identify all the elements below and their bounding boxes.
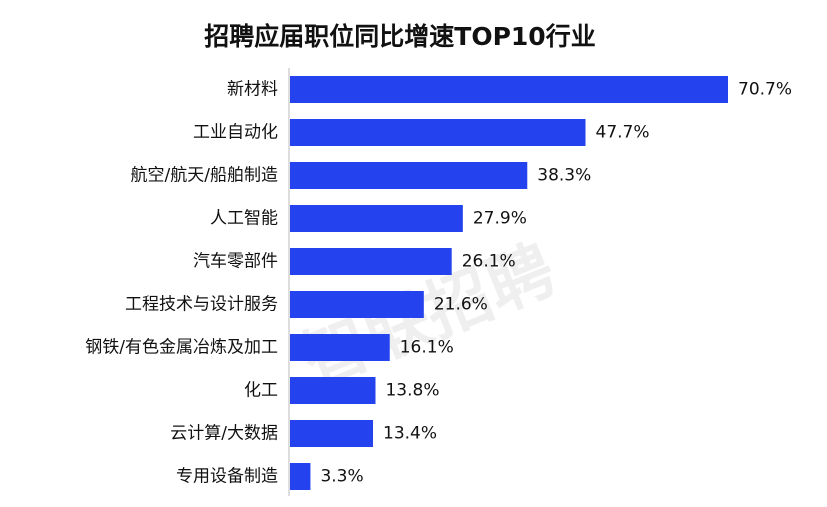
value-label: 26.1% [462,252,516,272]
y-tick-label: 工业自动化 [193,123,278,143]
y-tick-label: 航空/航天/船舶制造 [131,166,278,186]
bar [290,377,376,404]
y-tick-label: 专用设备制造 [176,467,278,487]
y-tick-label: 云计算/大数据 [170,424,278,444]
bar [290,248,452,275]
value-label: 47.7% [596,123,650,143]
bar [290,334,390,361]
y-tick-label: 新材料 [227,80,278,100]
bar [290,205,463,232]
y-tick-label: 钢铁/有色金属冶炼及加工 [85,338,278,358]
value-label: 16.1% [400,338,454,358]
bar [290,291,424,318]
y-tick-label: 汽车零部件 [193,252,278,272]
bar [290,463,311,490]
value-label: 38.3% [537,166,591,186]
y-tick-label: 化工 [244,381,278,401]
bar [290,76,728,103]
bar [290,162,528,189]
value-label: 70.7% [738,80,792,100]
value-label: 27.9% [473,209,527,229]
bar [290,119,586,146]
chart-title: 招聘应届职位同比增速TOP10行业 [204,22,595,51]
value-label: 3.3% [320,467,363,487]
value-label: 13.8% [385,381,439,401]
bar [290,420,374,447]
y-tick-label: 工程技术与设计服务 [125,295,278,315]
y-tick-label: 人工智能 [210,209,278,229]
value-label: 13.4% [383,424,437,444]
value-label: 21.6% [434,295,488,315]
